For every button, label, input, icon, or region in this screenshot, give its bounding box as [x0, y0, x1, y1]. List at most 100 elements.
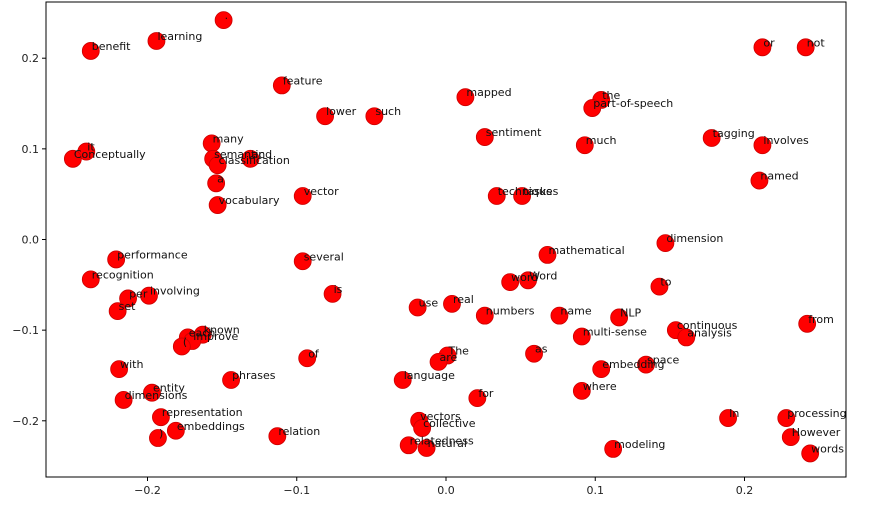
scatter-point [538, 246, 557, 264]
plot-frame [45, 1, 847, 478]
point-label: numbers [486, 305, 535, 318]
point-label: semantic [214, 148, 264, 161]
point-label: of [308, 347, 320, 360]
point-label: Conceptually [74, 148, 146, 161]
scatter-point [222, 371, 240, 389]
point-label: mapped [466, 86, 511, 99]
scatter-point [408, 298, 427, 317]
point-label: involving [150, 285, 200, 298]
point-label: benefit [92, 40, 131, 53]
scatter-point [475, 306, 494, 325]
scatter-point [149, 429, 167, 447]
point-label: collective [423, 417, 476, 430]
point-label: such [375, 105, 401, 118]
point-labels: . benefit learning feature mapped thepart-of-… [74, 9, 847, 455]
point-label: or [763, 36, 775, 49]
point-label: is [334, 283, 343, 296]
point-label: classification [219, 154, 290, 167]
scatter-point [399, 436, 418, 455]
scatter-point [316, 107, 335, 126]
point-label: sentiment [486, 126, 542, 139]
scatter-point [650, 277, 669, 296]
point-label: learning [157, 30, 202, 43]
point-label: continuous [677, 319, 738, 332]
scatter-point [63, 149, 82, 168]
point-label: not [807, 36, 826, 49]
scatter-point [272, 76, 291, 95]
point-label: entity [153, 382, 185, 395]
scatter-point [143, 383, 161, 402]
scatter-point [298, 349, 317, 368]
point-label: space [647, 354, 680, 367]
point-label: mathematical [548, 244, 624, 257]
scatter-point [241, 149, 260, 168]
point-label: dimension [666, 232, 723, 245]
point-label: per [129, 287, 148, 300]
point-label: vectors [420, 410, 461, 423]
scatter-point [166, 421, 185, 440]
point-label: much [586, 134, 617, 147]
point-label: for [478, 387, 494, 400]
scatter-point [592, 360, 611, 379]
point-label: NLP [620, 306, 641, 319]
point-label: embedding [602, 358, 664, 371]
scatter-point [293, 252, 312, 271]
point-label: performance [117, 248, 188, 261]
scatter-point [513, 187, 532, 205]
point-label: from [808, 313, 834, 326]
point-label: language [404, 369, 455, 382]
point-label: processing [787, 407, 846, 420]
scatter-point [781, 428, 800, 447]
axis-ticks: −0.2 −0.1 0.0 0.1 0.2 −0.2 −0.1 0.0 0.1 0.2 [12, 52, 753, 497]
scatter-point [656, 234, 675, 253]
point-label: are [440, 351, 458, 364]
scatter-point [677, 328, 696, 347]
point-label: the [602, 89, 620, 102]
point-label: to [660, 276, 671, 289]
scatter-point [108, 302, 127, 321]
scatter-point [572, 327, 591, 346]
scatter-point [610, 308, 629, 327]
scatter-point [550, 306, 569, 325]
point-label: modeling [614, 438, 665, 451]
y-tick-label: 0.1 [22, 143, 40, 156]
scatter-point [719, 409, 737, 427]
point-label: words [811, 442, 844, 455]
point-label: The [447, 345, 469, 358]
point-label: part-of-speech [593, 97, 673, 110]
scatter-point [583, 99, 602, 117]
point-label: phrases [232, 369, 276, 382]
scatter-point [152, 408, 170, 427]
scatter-point [637, 355, 655, 374]
scatter-point [119, 289, 137, 308]
point-label: involves [763, 134, 809, 147]
point-label: word [511, 271, 538, 284]
point-label: techniques [498, 185, 559, 198]
point-label: and [251, 148, 272, 161]
scatter-point [572, 381, 591, 400]
scatter-point [110, 360, 129, 379]
point-label: Word [529, 269, 557, 282]
scatter-point [777, 409, 796, 427]
point-label: named [760, 170, 798, 183]
point-label: multi-sense [583, 325, 647, 338]
scatter-point [501, 273, 520, 292]
point-label: recognition [92, 268, 154, 281]
y-tick-label: 0.0 [22, 234, 40, 247]
point-label: representation [162, 406, 243, 419]
point-label: with [120, 358, 143, 371]
scatter-point [214, 11, 233, 30]
scatter-point [365, 107, 384, 126]
point-label: vector [304, 185, 339, 198]
x-tick-label: 0.2 [736, 484, 754, 497]
scatter-point [147, 32, 166, 50]
point-label: set [119, 300, 136, 313]
x-tick-label: 0.0 [437, 484, 455, 497]
point-label: tagging [713, 127, 755, 140]
point-label: ( [183, 335, 187, 348]
point-label: . [225, 9, 229, 22]
scatter-point [475, 128, 494, 146]
scatter-point [443, 294, 461, 313]
scatter-point [798, 314, 817, 333]
